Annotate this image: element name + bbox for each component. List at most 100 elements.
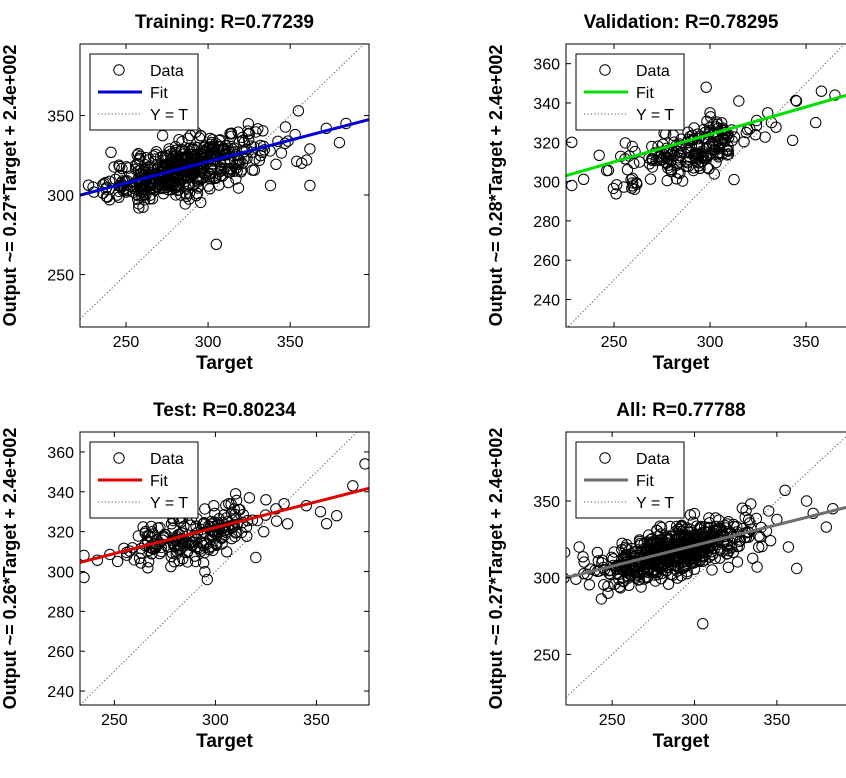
data-point xyxy=(241,530,253,542)
y-tick-label: 260 xyxy=(47,644,74,661)
data-point xyxy=(101,191,114,203)
data-point xyxy=(232,158,245,171)
data-point xyxy=(619,137,631,149)
data-point xyxy=(621,164,634,176)
data-point xyxy=(137,201,149,213)
fit-line xyxy=(80,486,369,564)
data-point xyxy=(204,183,216,195)
data-point xyxy=(331,510,343,522)
data-point xyxy=(721,149,733,161)
data-point xyxy=(682,153,695,165)
data-point xyxy=(728,173,740,186)
data-point xyxy=(133,152,146,165)
data-point xyxy=(113,159,125,171)
chart-panel-2: 250 300 350 240 260 280 300 320 340 360 Validation… xyxy=(486,12,846,374)
data-point xyxy=(602,580,614,592)
data-point xyxy=(206,525,218,538)
y-tick-label: 350 xyxy=(47,109,74,126)
identity-line xyxy=(567,44,846,327)
data-point xyxy=(718,535,731,547)
data-point xyxy=(221,165,234,177)
y-tick-label: 350 xyxy=(533,494,560,511)
data-point xyxy=(183,179,196,192)
data-point xyxy=(100,190,113,203)
data-point xyxy=(138,189,150,201)
data-point xyxy=(347,480,359,492)
data-point xyxy=(300,154,313,166)
data-point xyxy=(304,143,316,155)
data-point xyxy=(815,85,828,97)
data-point xyxy=(733,540,745,552)
y-axis-label: Output ~= 0.28*Target + 2.4e+002 xyxy=(486,45,506,327)
legend-label: Fit xyxy=(636,473,654,490)
data-point xyxy=(187,142,199,154)
data-point xyxy=(810,116,822,129)
data-point xyxy=(146,526,158,538)
axes-box xyxy=(79,43,370,328)
data-point xyxy=(700,133,712,145)
plot-area xyxy=(566,436,846,698)
data-point xyxy=(135,557,147,569)
data-point xyxy=(791,562,803,575)
data-point xyxy=(751,561,763,573)
x-tick-label: 350 xyxy=(764,712,791,729)
data-point xyxy=(105,146,117,159)
x-tick-label: 250 xyxy=(101,712,128,729)
data-point xyxy=(116,162,128,175)
data-point xyxy=(672,533,684,546)
y-axis-label: Output ~= 0.27*Target + 2.4e+002 xyxy=(0,45,20,327)
data-point xyxy=(251,514,264,527)
y-tick-label: 260 xyxy=(533,253,560,270)
y-tick-label: 250 xyxy=(47,268,74,285)
data-point xyxy=(655,521,668,534)
data-point xyxy=(165,518,178,530)
data-point xyxy=(221,546,233,558)
data-point xyxy=(638,566,651,578)
data-point xyxy=(264,179,277,192)
chart-title: Training: R=0.77239 xyxy=(135,12,314,33)
data-point xyxy=(108,161,120,173)
x-tick-label: 250 xyxy=(601,334,628,351)
data-point xyxy=(695,155,708,168)
y-tick-label: 240 xyxy=(533,292,560,309)
data-point xyxy=(170,189,182,201)
data-markers xyxy=(566,484,839,630)
data-point xyxy=(218,509,230,521)
data-point xyxy=(625,174,637,186)
data-point xyxy=(168,556,181,568)
data-point xyxy=(684,509,696,521)
data-point xyxy=(240,521,253,533)
y-tick-label: 300 xyxy=(47,564,74,581)
y-tick-label: 340 xyxy=(47,485,74,502)
y-tick-label: 300 xyxy=(47,188,74,205)
data-point xyxy=(120,161,133,173)
x-axis-label: Target xyxy=(653,731,710,752)
data-point xyxy=(650,154,662,167)
legend-marker xyxy=(599,64,611,76)
data-point xyxy=(664,542,677,554)
data-point xyxy=(820,521,832,533)
x-tick-label: 350 xyxy=(277,334,304,351)
data-point xyxy=(728,520,740,533)
data-point xyxy=(682,126,694,138)
data-point xyxy=(707,118,719,130)
y-axis-label: Output ~= 0.27*Target + 2.4e+002 xyxy=(486,428,506,710)
data-point xyxy=(121,184,134,196)
data-point xyxy=(248,164,261,176)
data-point xyxy=(577,173,590,186)
data-point xyxy=(253,154,265,167)
data-point xyxy=(694,162,706,175)
data-point xyxy=(700,81,712,93)
data-point xyxy=(662,162,674,174)
data-point xyxy=(132,147,145,160)
data-point xyxy=(670,525,682,537)
data-point xyxy=(80,210,81,215)
x-axis-label: Target xyxy=(196,353,253,374)
data-point xyxy=(667,129,679,141)
data-point xyxy=(672,167,684,179)
legend-label: Y = T xyxy=(636,107,674,124)
data-point xyxy=(203,168,216,181)
data-point xyxy=(671,565,683,577)
